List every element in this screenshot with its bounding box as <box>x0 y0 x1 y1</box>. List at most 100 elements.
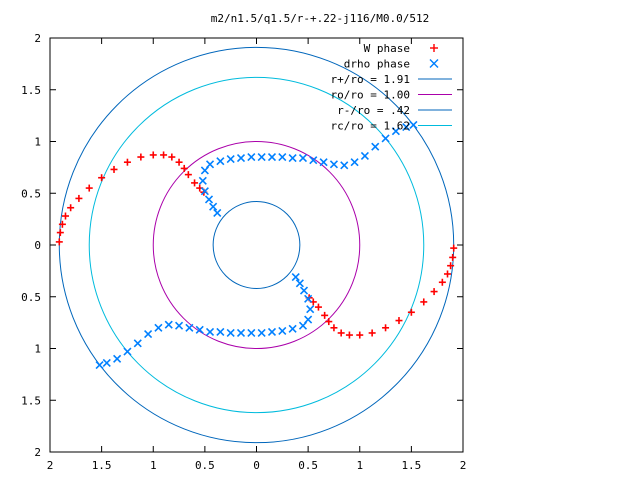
drho-phase-point <box>198 176 207 185</box>
drho-phase-point <box>391 127 400 136</box>
w-phase-point <box>123 158 131 166</box>
drho-phase-point <box>205 327 215 337</box>
w-phase-point <box>184 171 192 179</box>
w-phase-point <box>175 158 183 166</box>
drho-phase-point <box>340 161 349 170</box>
w-phase-point <box>407 308 415 316</box>
w-phase-point <box>191 179 199 187</box>
drho-phase-point <box>288 324 297 333</box>
drho-phase-point <box>267 327 277 337</box>
y-tick-label: 1.5 <box>21 394 41 407</box>
w-phase-point <box>67 204 75 212</box>
drho-phase-point <box>298 153 308 163</box>
drho-phase-point <box>216 157 225 166</box>
drho-phase-point <box>164 320 173 329</box>
w-phase-point <box>395 317 403 325</box>
drho-phase-point <box>350 158 359 167</box>
w-phase-point <box>56 229 64 237</box>
y-tick-label: 0.5 <box>21 291 41 304</box>
drho-phase-point <box>236 153 246 163</box>
legend-marker <box>430 44 438 52</box>
circle-line <box>212 201 301 289</box>
w-phase-point <box>314 303 322 311</box>
drho-phase-point <box>216 327 225 337</box>
w-phase-point <box>137 153 145 161</box>
drho-phase-point <box>213 208 222 217</box>
drho-phase-point <box>226 155 235 164</box>
w-phase-point <box>325 318 333 326</box>
drho-phase-point <box>402 122 411 132</box>
w-phase-point <box>444 270 452 278</box>
legend-label: r-/ro = .42 <box>337 104 410 117</box>
w-phase-point <box>337 329 345 337</box>
drho-phase-point <box>288 153 297 163</box>
drho-phase-point <box>371 142 380 151</box>
w-phase-point <box>430 288 438 296</box>
drho-phase-point <box>204 195 214 204</box>
drho-phase-point <box>267 152 277 162</box>
legend: W phase drho phase r+/ro = 1.91 ro/ro = 1.0… <box>331 42 452 133</box>
w-phase-point <box>180 164 188 172</box>
drho-phase-point <box>409 120 418 130</box>
axis-ticks: 2 1.5 1 0.5 0 0.5 1 1.5 221.510.500.511.52 <box>21 32 466 472</box>
w-phase-point <box>382 324 390 332</box>
drho-phase-point <box>247 152 256 162</box>
drho-phase-point <box>200 166 209 175</box>
point-series <box>55 120 458 370</box>
w-phase-point <box>160 151 168 159</box>
w-phase-point <box>330 324 338 332</box>
drho-phase-point <box>102 358 111 368</box>
w-phase-point <box>438 278 446 286</box>
drho-phase-point <box>278 326 287 335</box>
drho-phase-point <box>360 151 369 161</box>
drho-phase-point <box>319 158 328 167</box>
drho-phase-point <box>291 273 300 282</box>
w-phase-point <box>450 244 458 252</box>
w-phase-point <box>85 184 93 192</box>
x-tick-label: 2 <box>47 459 54 472</box>
w-phase-point <box>75 194 83 202</box>
drho-phase-point <box>174 321 184 330</box>
drho-phase-point <box>236 328 246 338</box>
drho-phase-point <box>95 360 104 370</box>
drho-phase-point <box>185 323 194 332</box>
drho-phase-point <box>381 134 390 143</box>
drho-phase-point <box>299 286 309 295</box>
w-phase-point <box>368 329 376 337</box>
x-tick-label: 1 <box>150 459 157 472</box>
drho-phase-point <box>123 347 132 356</box>
drho-phase-point <box>247 328 256 338</box>
w-phase-point <box>110 165 118 173</box>
drho-phase-point <box>209 202 218 211</box>
circle-line <box>88 76 425 414</box>
w-phase-point <box>345 331 353 339</box>
drho-phase-point <box>309 156 318 165</box>
drho-phase-point <box>133 339 142 348</box>
y-tick-label: 2 <box>34 32 41 45</box>
x-tick-label: 0 <box>253 459 260 472</box>
y-tick-label: 1.5 <box>21 84 41 97</box>
chart-title: m2/n1.5/q1.5/r-+.22-j116/M0.0/512 <box>211 12 430 25</box>
legend-label: rc/ro = 1.62 <box>331 120 410 133</box>
legend-label: drho phase <box>344 58 410 71</box>
x-tick-label: 1 <box>356 459 363 472</box>
drho-phase-point <box>257 152 266 162</box>
w-phase-point <box>449 253 457 261</box>
drho-phase-point <box>154 323 163 332</box>
drho-phase-point <box>257 328 266 338</box>
legend-label: ro/ro = 1.00 <box>331 89 410 102</box>
w-phase-point <box>168 153 176 161</box>
drho-phase-point <box>295 279 304 288</box>
y-tick-label: 0 <box>34 239 41 252</box>
x-tick-label: 1.5 <box>92 459 112 472</box>
w-phase-point <box>61 212 69 220</box>
w-phase-point <box>149 151 157 159</box>
drho-phase-point <box>304 315 313 324</box>
legend-label: r+/ro = 1.91 <box>331 73 410 86</box>
w-phase-point <box>356 331 364 339</box>
drho-phase-point <box>226 328 235 338</box>
drho-phase-point <box>144 329 153 339</box>
w-phase-point <box>321 311 329 319</box>
y-tick-label: 0.5 <box>21 187 41 200</box>
